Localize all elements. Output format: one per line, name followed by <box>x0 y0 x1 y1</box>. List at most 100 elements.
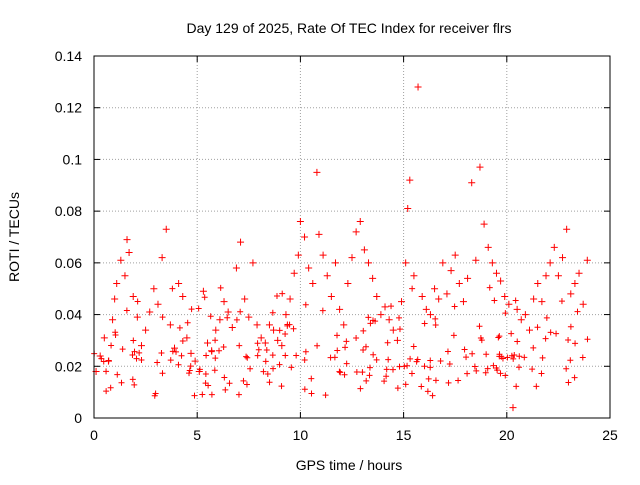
roti-point <box>137 342 145 350</box>
roti-point <box>513 305 521 313</box>
x-tick-label: 20 <box>499 427 515 443</box>
roti-point <box>96 352 104 360</box>
roti-point <box>286 295 294 303</box>
roti-point <box>579 300 587 308</box>
roti-point <box>261 339 269 347</box>
roti-point <box>451 251 459 259</box>
roti-point <box>142 326 150 334</box>
roti-point <box>352 228 360 236</box>
roti-point <box>278 342 286 350</box>
roti-point <box>340 321 348 329</box>
roti-point <box>309 280 317 288</box>
chart-title: Day 129 of 2025, Rate Of TEC Index for r… <box>186 20 511 36</box>
roti-point <box>158 254 166 262</box>
roti-point <box>282 311 290 319</box>
roti-point <box>464 274 472 282</box>
roti-point <box>294 251 302 259</box>
roti-point <box>212 326 220 334</box>
roti-point <box>170 344 178 352</box>
roti-point <box>356 217 364 225</box>
tick-layer: 0 5 10 15 20 25 0 0.02 0.04 0.06 0.08 0.1 0.12 0.14 <box>55 48 618 443</box>
roti-point <box>232 264 240 272</box>
roti-point <box>290 269 298 277</box>
roti-point <box>220 298 228 306</box>
roti-point <box>224 308 232 316</box>
roti-point <box>402 259 410 267</box>
x-tick-label: 5 <box>193 427 201 443</box>
y-axis-label: ROTI / TECUs <box>6 192 22 282</box>
roti-point <box>348 254 356 262</box>
roti-point <box>583 256 591 264</box>
roti-point <box>404 205 412 213</box>
x-tick-label: 0 <box>90 427 98 443</box>
roti-point <box>534 280 542 288</box>
roti-point <box>305 264 313 272</box>
x-tick-label: 25 <box>602 427 618 443</box>
roti-point <box>319 251 327 259</box>
roti-point <box>296 217 304 225</box>
roti-point <box>315 230 323 238</box>
roti-point <box>538 298 546 306</box>
roti-point <box>389 326 397 334</box>
roti-point <box>179 292 187 300</box>
roti-point <box>344 280 352 288</box>
roti-point <box>113 280 121 288</box>
roti-point <box>559 254 567 262</box>
roti-point <box>472 256 480 264</box>
roti-point <box>414 83 422 91</box>
roti-point <box>501 292 509 300</box>
roti-point <box>117 256 125 264</box>
roti-point <box>435 295 443 303</box>
roti-point <box>369 274 377 282</box>
roti-point <box>323 272 331 280</box>
roti-point <box>385 316 393 324</box>
roti-point <box>406 176 414 184</box>
roti-point <box>360 246 368 254</box>
roti-point <box>241 295 249 303</box>
roti-point <box>133 313 141 321</box>
roti-point <box>476 163 484 171</box>
roti-point <box>563 225 571 233</box>
data-layer <box>91 83 591 412</box>
roti-point <box>249 259 257 267</box>
roti-point <box>301 233 309 241</box>
roti-point <box>111 295 119 303</box>
roti-point <box>121 272 129 280</box>
roti-point <box>265 321 273 329</box>
roti-point <box>418 292 426 300</box>
roti-density-markers <box>91 284 591 399</box>
roti-point <box>575 269 583 277</box>
roti-point <box>422 305 430 313</box>
roti-point <box>228 324 236 331</box>
roti-point <box>274 336 282 344</box>
roti-point <box>336 305 344 313</box>
x-tick-label: 15 <box>396 427 412 443</box>
roti-point <box>410 272 418 280</box>
y-tick-label: 0 <box>74 410 82 426</box>
roti-point <box>530 295 538 303</box>
y-tick-label: 0.14 <box>55 48 82 64</box>
roti-point <box>521 311 529 319</box>
roti-point <box>100 334 108 342</box>
roti-point <box>191 357 199 365</box>
roti-point <box>459 298 467 306</box>
roti-point <box>253 321 261 329</box>
roti-point <box>183 334 191 342</box>
roti-point <box>492 269 500 277</box>
grid-layer <box>94 56 610 418</box>
y-tick-label: 0.06 <box>55 255 82 271</box>
roti-point <box>204 339 212 347</box>
roti-point <box>150 285 158 293</box>
y-tick-label: 0.04 <box>55 307 82 323</box>
y-tick-label: 0.02 <box>55 358 82 374</box>
roti-point <box>431 285 439 293</box>
roti-point <box>517 316 525 324</box>
roti-point <box>195 367 203 375</box>
roti-point <box>567 290 575 298</box>
roti-point <box>166 321 174 329</box>
x-tick-label: 10 <box>293 427 309 443</box>
roti-point <box>546 259 554 267</box>
roti-point <box>488 259 496 267</box>
